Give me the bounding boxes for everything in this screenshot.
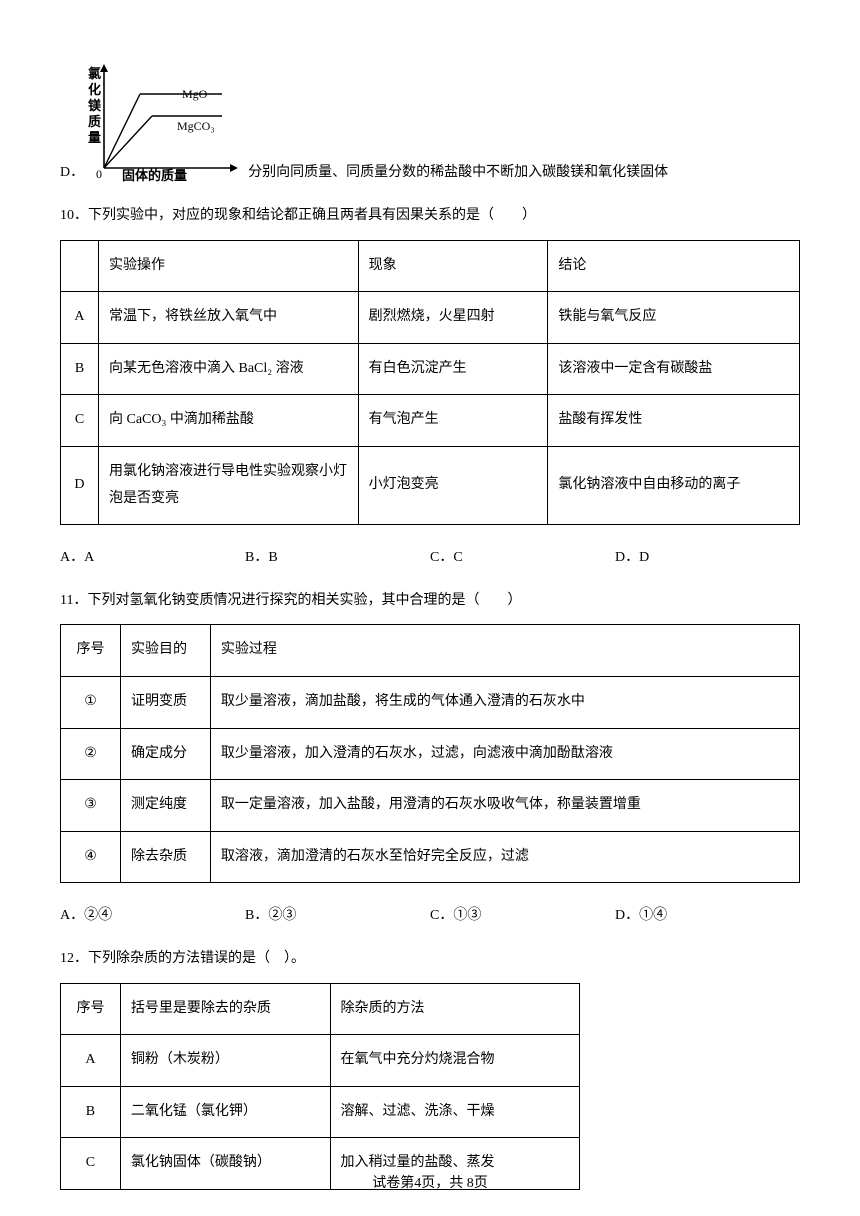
- q10-stem: 10．下列实验中，对应的现象和结论都正确且两者具有因果关系的是（ ）: [60, 203, 800, 230]
- header-conclusion: 结论: [548, 240, 800, 292]
- choice-d-label: D．: [60, 161, 84, 185]
- q10-options: A．A B．B C．C D．D: [60, 545, 800, 572]
- svg-text:固体的质量: 固体的质量: [122, 168, 187, 183]
- option-c[interactable]: C．①③: [430, 903, 615, 930]
- option-b[interactable]: B．B: [245, 545, 430, 572]
- question-d-with-chart: D． MgO MgCO₃ 0 氯化镁质量固体的质量 分别向同质量、同质量分数的稀盐酸中…: [60, 60, 800, 185]
- q11-stem: 11．下列对氢氧化钠变质情况进行探究的相关实验，其中合理的是（ ）: [60, 588, 800, 615]
- table-row: D用氯化钠溶液进行导电性实验观察小灯泡是否变亮小灯泡变亮氯化钠溶液中自由移动的离…: [61, 446, 800, 524]
- svg-text:镁: 镁: [88, 98, 102, 113]
- table-row: A铜粉（木炭粉）在氧气中充分灼烧混合物: [61, 1035, 580, 1087]
- option-b[interactable]: B．②③: [245, 903, 430, 930]
- header-seq: 序号: [61, 983, 121, 1035]
- table-row: ①证明变质取少量溶液，滴加盐酸，将生成的气体通入澄清的石灰水中: [61, 676, 800, 728]
- table-row: B二氧化锰（氯化钾）溶解、过滤、洗涤、干燥: [61, 1086, 580, 1138]
- svg-text:氯: 氯: [88, 66, 101, 81]
- q12-table: 序号 括号里是要除去的杂质 除杂质的方法 A铜粉（木炭粉）在氧气中充分灼烧混合物…: [60, 983, 580, 1190]
- header-purpose: 实验目的: [120, 625, 210, 677]
- table-row: ④除去杂质取溶液，滴加澄清的石灰水至恰好完全反应，过滤: [61, 831, 800, 883]
- q11-options: A．②④ B．②③ C．①③ D．①④: [60, 903, 800, 930]
- header-blank: [61, 240, 99, 292]
- header-method: 除杂质的方法: [330, 983, 580, 1035]
- option-a[interactable]: A．②④: [60, 903, 245, 930]
- table-row: ③测定纯度取一定量溶液，加入盐酸，用澄清的石灰水吸收气体，称量装置增重: [61, 780, 800, 832]
- q10-table: 实验操作 现象 结论 A常温下，将铁丝放入氧气中剧烈燃烧，火星四射铁能与氧气反应…: [60, 240, 800, 526]
- q11-table: 序号 实验目的 实验过程 ①证明变质取少量溶液，滴加盐酸，将生成的气体通入澄清的…: [60, 624, 800, 883]
- option-d[interactable]: D．①④: [615, 903, 800, 930]
- header-operation: 实验操作: [98, 240, 358, 292]
- header-process: 实验过程: [210, 625, 799, 677]
- page-footer: 试卷第4页，共 8页: [0, 1172, 860, 1192]
- table-header-row: 实验操作 现象 结论: [61, 240, 800, 292]
- svg-text:质: 质: [88, 114, 101, 129]
- table-header-row: 序号 括号里是要除去的杂质 除杂质的方法: [61, 983, 580, 1035]
- q12-stem: 12．下列除杂质的方法错误的是（ ）。: [60, 946, 800, 973]
- svg-text:MgCO₃: MgCO₃: [177, 119, 215, 133]
- table-row: C向 CaCO₃ 中滴加稀盐酸有气泡产生盐酸有挥发性: [61, 395, 800, 447]
- option-d[interactable]: D．D: [615, 545, 800, 572]
- option-a[interactable]: A．A: [60, 545, 245, 572]
- table-row: B向某无色溶液中滴入 BaCl₂ 溶液有白色沉淀产生该溶液中一定含有碳酸盐: [61, 343, 800, 395]
- header-impurity: 括号里是要除去的杂质: [120, 983, 330, 1035]
- table-header-row: 序号 实验目的 实验过程: [61, 625, 800, 677]
- chart-mgcl2-mass: MgOMgCO₃0氯化镁质量固体的质量: [92, 60, 242, 185]
- header-seq: 序号: [61, 625, 121, 677]
- table-row: ②确定成分取少量溶液，加入澄清的石灰水，过滤，向滤液中滴加酚酞溶液: [61, 728, 800, 780]
- svg-text:量: 量: [88, 130, 101, 145]
- choice-d-text: 分别向同质量、同质量分数的稀盐酸中不断加入碳酸镁和氧化镁固体: [248, 161, 668, 185]
- svg-text:化: 化: [88, 82, 101, 97]
- svg-text:MgO: MgO: [182, 87, 208, 101]
- table-row: A常温下，将铁丝放入氧气中剧烈燃烧，火星四射铁能与氧气反应: [61, 292, 800, 344]
- header-phenomenon: 现象: [358, 240, 548, 292]
- svg-text:0: 0: [96, 167, 102, 181]
- line-chart-svg: MgOMgCO₃0氯化镁质量固体的质量: [92, 60, 242, 180]
- option-c[interactable]: C．C: [430, 545, 615, 572]
